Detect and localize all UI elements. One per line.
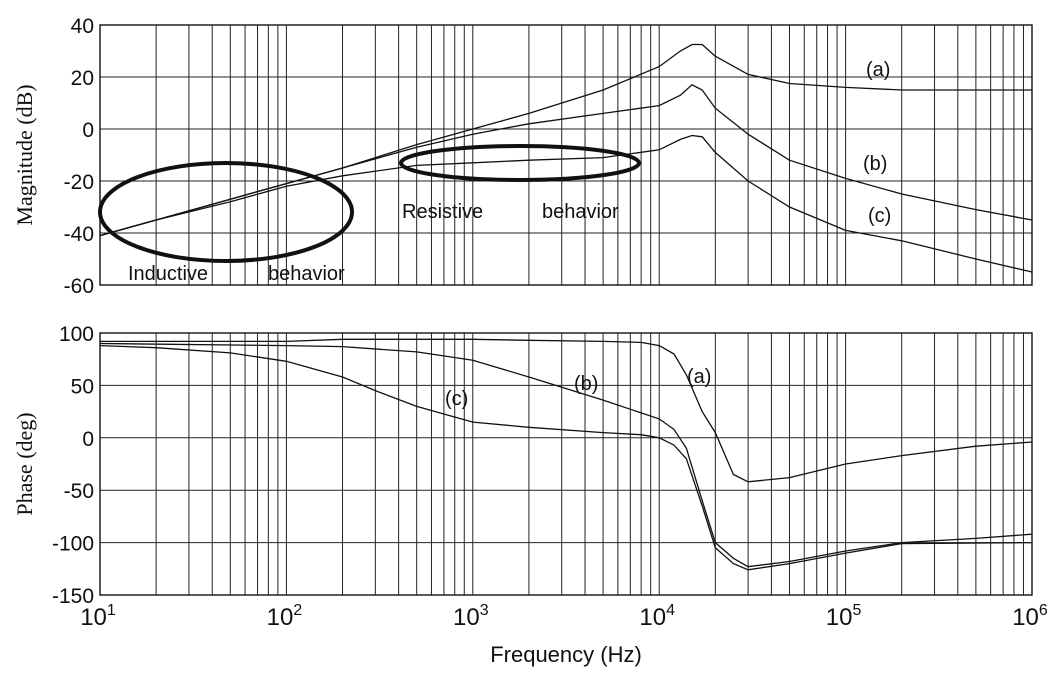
phase-y-tick-label: -100 (52, 533, 94, 556)
x-tick-label: 102 (267, 602, 303, 631)
phase-y-ticks: 100 50 0 -50 -100 -150 (52, 323, 94, 608)
magnitude-y-tick-label: -20 (64, 171, 94, 194)
magnitude-axis-label: Magnitude (dB) (12, 84, 37, 225)
inductive-behavior-label: behavior (268, 263, 345, 285)
magnitude-y-tick-label: 0 (82, 119, 94, 142)
magnitude-axes-frame (99, 24, 1033, 286)
magnitude-curve-b (99, 84, 1033, 237)
mag-series-b-label: (b) (863, 153, 887, 175)
resistive-label: Resistive (402, 201, 483, 223)
phase-y-tick-label: -150 (52, 585, 94, 608)
x-tick-label: 104 (639, 602, 675, 631)
phase-curve-b (99, 342, 1033, 568)
x-tick-label: 106 (1012, 602, 1048, 631)
phase-curve-a (100, 338, 1033, 483)
x-tick-label: 103 (453, 602, 489, 631)
mag-series-a-label: (a) (866, 59, 890, 81)
magnitude-y-tick-label: -60 (64, 275, 94, 298)
phase-axes-frame (99, 332, 1033, 596)
phase-series-c-label: (c) (445, 388, 468, 410)
magnitude-y-tick-label: -40 (64, 223, 94, 246)
phase-curves (99, 338, 1033, 571)
x-tick-label: 105 (826, 602, 862, 631)
phase-y-tick-label: -50 (64, 480, 94, 503)
magnitude-curve-c (99, 134, 1033, 273)
mag-series-c-label: (c) (868, 205, 891, 227)
magnitude-y-tick-label: 40 (71, 15, 94, 38)
phase-grid (100, 332, 1032, 596)
phase-series-a-label: (a) (687, 366, 711, 388)
magnitude-curves (99, 43, 1033, 273)
x-tick-label: 101 (80, 602, 116, 631)
magnitude-y-tick-label: 20 (71, 67, 94, 90)
phase-axis-label: Phase (deg) (12, 412, 37, 515)
resistive-region-ellipse (399, 144, 641, 182)
magnitude-grid (100, 24, 1032, 286)
magnitude-y-ticks: 40 20 0 -20 -40 -60 (64, 15, 94, 298)
frequency-x-ticks: 101 102 103 104 105 106 (80, 602, 1048, 631)
phase-y-tick-label: 50 (71, 375, 94, 398)
inductive-region-ellipse (98, 161, 354, 263)
inductive-label: Inductive (128, 263, 208, 285)
phase-y-tick-label: 0 (82, 428, 94, 451)
phase-y-tick-label: 100 (59, 323, 94, 346)
phase-series-b-label: (b) (574, 373, 598, 395)
resistive-behavior-label: behavior (542, 201, 619, 223)
frequency-axis-label: Frequency (Hz) (490, 642, 642, 667)
phase-curve-c (99, 344, 1033, 571)
